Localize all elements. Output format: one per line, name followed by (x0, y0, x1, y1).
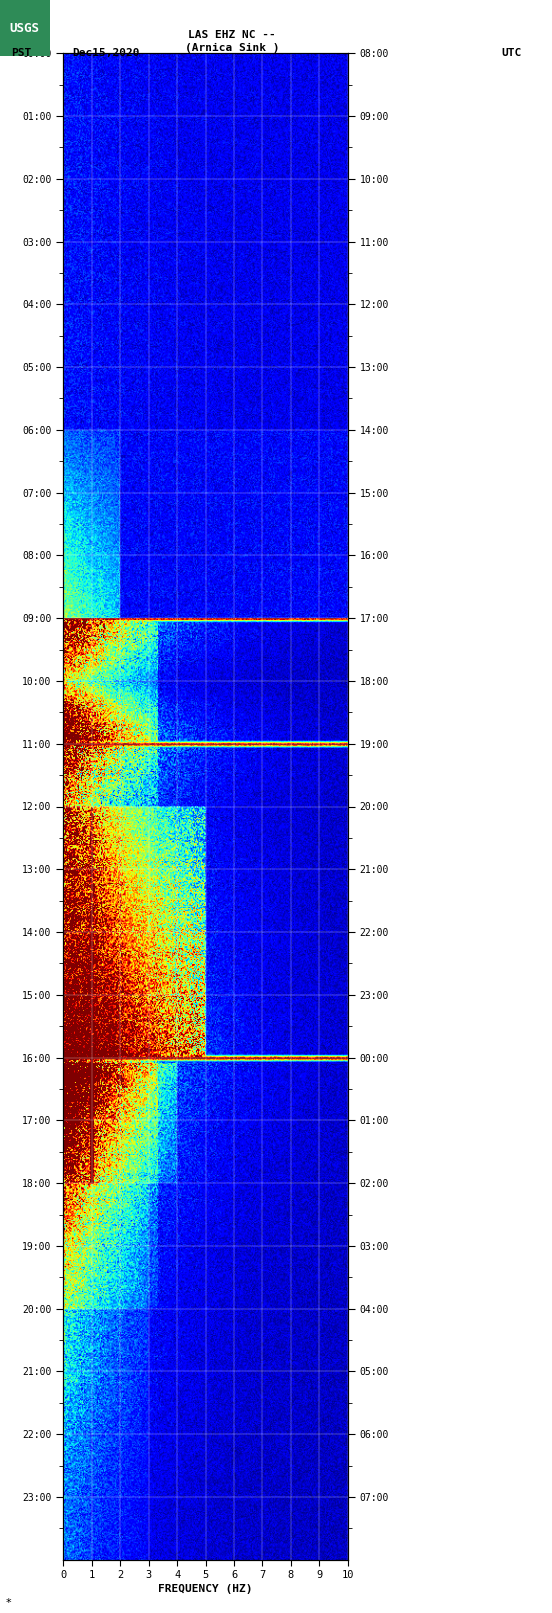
Text: Dec15,2020: Dec15,2020 (72, 48, 139, 58)
Text: (Arnica Sink ): (Arnica Sink ) (184, 44, 279, 53)
Text: LAS EHZ NC --: LAS EHZ NC -- (188, 31, 275, 40)
Text: USGS: USGS (10, 21, 40, 35)
Text: UTC: UTC (501, 48, 522, 58)
X-axis label: FREQUENCY (HZ): FREQUENCY (HZ) (158, 1584, 253, 1594)
Text: PST: PST (11, 48, 31, 58)
Text: *: * (6, 1598, 11, 1608)
